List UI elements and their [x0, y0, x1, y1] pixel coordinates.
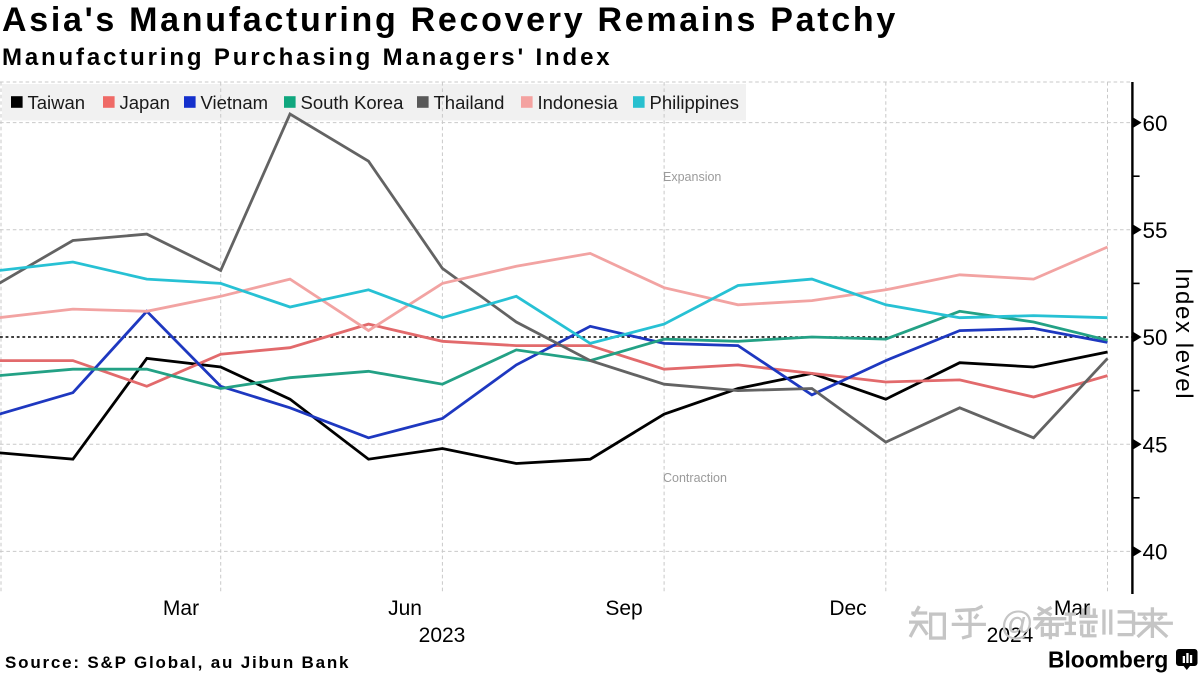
svg-text:Bloomberg: Bloomberg	[1048, 647, 1168, 673]
svg-text:Japan: Japan	[120, 92, 170, 113]
svg-text:Sep: Sep	[605, 597, 642, 620]
svg-text:40: 40	[1143, 540, 1168, 565]
svg-text:Dec: Dec	[829, 597, 866, 620]
svg-text:2023: 2023	[419, 624, 466, 647]
svg-text:Asia's Manufacturing Recovery: Asia's Manufacturing Recovery Remains Pa…	[2, 1, 898, 39]
svg-text:South Korea: South Korea	[301, 92, 405, 113]
svg-text:Manufacturing Purchasing Manag: Manufacturing Purchasing Managers' Index	[2, 44, 612, 71]
svg-text:2024: 2024	[987, 624, 1034, 647]
svg-text:Philippines: Philippines	[650, 92, 739, 113]
svg-text:Vietnam: Vietnam	[201, 92, 269, 113]
svg-text:60: 60	[1143, 111, 1168, 136]
svg-text:@: @	[1000, 606, 1034, 643]
svg-text:Jun: Jun	[388, 597, 422, 620]
svg-text:Taiwan: Taiwan	[28, 92, 86, 113]
svg-text:45: 45	[1143, 432, 1168, 457]
svg-text:Contraction: Contraction	[663, 471, 727, 485]
svg-text:55: 55	[1143, 218, 1168, 243]
svg-text:Index level: Index level	[1170, 268, 1197, 400]
svg-text:Expansion: Expansion	[663, 170, 721, 184]
svg-text:50: 50	[1143, 325, 1168, 350]
svg-text:Mar: Mar	[163, 597, 199, 620]
svg-text:Mar: Mar	[1054, 597, 1090, 620]
svg-text:Source: S&P Global, au Jibun B: Source: S&P Global, au Jibun Bank	[5, 653, 350, 672]
svg-text:Thailand: Thailand	[434, 92, 505, 113]
svg-text:Indonesia: Indonesia	[538, 92, 619, 113]
